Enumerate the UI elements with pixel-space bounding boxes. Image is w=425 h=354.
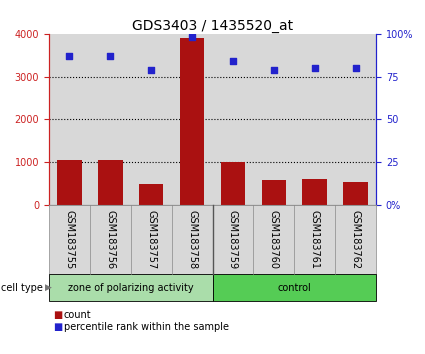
Bar [303, 179, 327, 205]
Text: GSM183755: GSM183755 [64, 210, 74, 269]
Point [148, 67, 155, 73]
Text: count: count [64, 310, 91, 320]
Point [189, 34, 196, 40]
Text: percentile rank within the sample: percentile rank within the sample [64, 322, 229, 332]
Point [107, 53, 113, 59]
Text: GSM183757: GSM183757 [146, 210, 156, 269]
Text: GSM183756: GSM183756 [105, 210, 115, 269]
Bar [343, 182, 368, 205]
Text: ▶: ▶ [45, 283, 51, 292]
Text: control: control [278, 282, 311, 293]
Text: GSM183761: GSM183761 [310, 210, 320, 269]
Bar [98, 160, 122, 205]
Point [66, 53, 73, 59]
Text: zone of polarizing activity: zone of polarizing activity [68, 282, 193, 293]
Text: GSM183758: GSM183758 [187, 210, 197, 269]
Bar [221, 162, 245, 205]
Text: ■: ■ [53, 322, 62, 332]
Text: cell type: cell type [0, 282, 42, 293]
Point [270, 67, 277, 73]
Bar [139, 184, 163, 205]
Text: GSM183762: GSM183762 [351, 210, 361, 269]
Text: GSM183760: GSM183760 [269, 210, 279, 269]
Point [312, 65, 318, 71]
Bar [57, 160, 82, 205]
Point [230, 58, 236, 64]
Bar [261, 181, 286, 205]
Bar [180, 38, 204, 205]
Text: GSM183759: GSM183759 [228, 210, 238, 269]
Title: GDS3403 / 1435520_at: GDS3403 / 1435520_at [132, 19, 293, 33]
Text: ■: ■ [53, 310, 62, 320]
Point [352, 65, 359, 71]
